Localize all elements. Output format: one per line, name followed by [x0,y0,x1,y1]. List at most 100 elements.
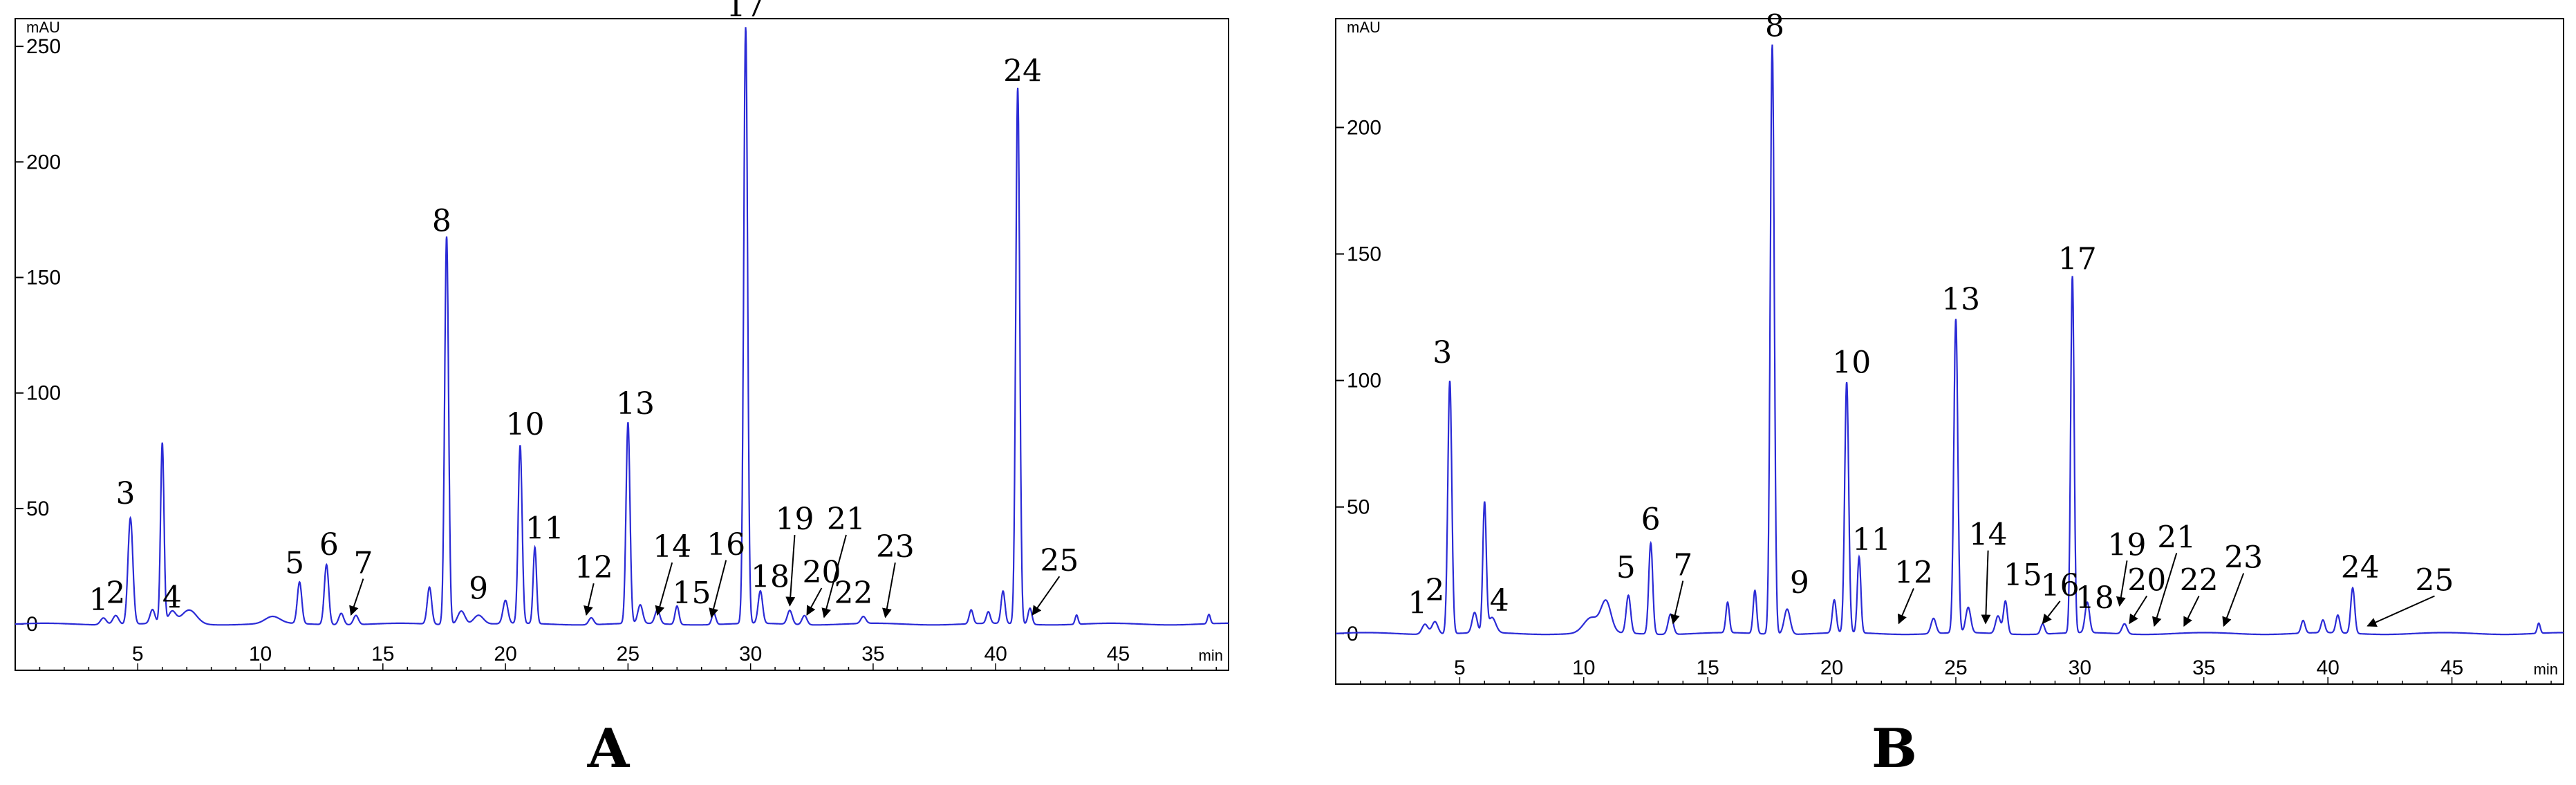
peak-label-15: 15 [2004,558,2042,593]
peak-label-24: 24 [1003,53,1042,88]
peak-label-22: 22 [834,576,873,611]
peak-label-7: 7 [1673,548,1692,583]
y-axis-unit: mAU [26,19,60,36]
x-tick-label: 20 [1820,656,1843,679]
peak-label-7: 7 [353,546,373,581]
x-tick-label: 10 [1572,656,1595,679]
peak-label-22: 22 [2180,563,2219,598]
peak-label-20: 20 [802,555,841,590]
peak-arrow-14 [655,562,673,616]
x-tick-label: 35 [2192,656,2215,679]
peak-label-25: 25 [2415,563,2454,598]
chromatogram-trace [1336,44,2564,636]
y-tick-label: 150 [26,267,61,290]
peak-label-24: 24 [2341,550,2380,585]
peak-arrow-7 [1670,580,1684,625]
peak-arrow-21 [821,534,847,618]
x-tick-label: 45 [2440,656,2463,679]
peak-arrow-12 [584,583,595,616]
y-axis-unit: mAU [1347,19,1381,36]
chromatogram-trace [15,27,1229,626]
peak-label-21: 21 [827,502,866,537]
peak-arrow-7 [349,578,364,616]
peak-arrow-23 [881,562,896,618]
peak-label-16: 16 [2041,568,2080,603]
peak-label-17: 17 [727,0,765,24]
peak-arrow-21 [2152,552,2178,627]
peak-arrow-14 [1981,550,1991,625]
peak-label-2: 2 [1426,573,1445,608]
peak-label-11: 11 [525,511,564,546]
x-tick-label: 25 [617,643,640,665]
peak-arrow-23 [2222,573,2245,627]
y-tick-label: 50 [1347,496,1370,519]
y-tick-label: 50 [26,498,49,520]
peak-arrow-20 [806,587,823,616]
peak-label-23: 23 [2224,540,2263,576]
plot-frame [1335,18,2564,685]
peak-label-3: 3 [116,476,136,511]
peak-label-1: 1 [89,583,109,618]
plot-frame [15,18,1229,671]
peak-arrow-22 [2183,596,2200,627]
peak-label-21: 21 [2157,520,2196,555]
peak-label-16: 16 [707,527,745,562]
y-tick-label: 250 [26,35,61,58]
peak-label-8: 8 [432,204,451,239]
x-tick-label: 35 [861,643,884,665]
peak-label-11: 11 [1852,522,1891,558]
peak-label-3: 3 [1432,335,1452,370]
x-tick-label: 30 [739,643,762,665]
peak-label-18: 18 [751,560,790,595]
x-tick-label: 15 [1696,656,1719,679]
panel-label-a: A [587,717,631,780]
peak-label-19: 19 [2108,527,2147,562]
x-axis-unit: min [1199,647,1223,664]
y-tick-label: 200 [26,151,61,173]
peak-label-17: 17 [2058,241,2097,276]
x-tick-label: 30 [2069,656,2091,679]
y-tick-label: 200 [1347,116,1381,139]
peak-label-13: 13 [1941,282,1980,317]
peak-arrow-12 [1897,588,1914,625]
x-axis-unit: min [2534,661,2558,678]
x-tick-label: 5 [132,643,144,665]
peak-label-25: 25 [1040,543,1079,578]
peak-label-1: 1 [1408,585,1427,621]
x-tick-label: 15 [371,643,394,665]
peak-label-9: 9 [469,571,488,606]
peak-label-18: 18 [2075,580,2114,616]
x-tick-label: 10 [249,643,272,665]
peak-arrow-20 [2129,595,2148,625]
peak-label-15: 15 [673,576,711,611]
peak-arrow-19 [2116,560,2128,607]
peak-arrow-16 [2042,600,2061,625]
peak-label-14: 14 [653,529,691,565]
x-tick-label: 45 [1107,643,1130,665]
peak-label-6: 6 [319,527,339,562]
y-tick-label: 0 [1347,623,1359,645]
y-tick-label: 150 [1347,243,1381,266]
panel-label-b: B [1872,717,1917,780]
peak-label-5: 5 [1616,550,1636,585]
peak-arrow-19 [785,534,796,607]
peak-label-4: 4 [162,580,182,616]
y-tick-label: 0 [26,613,38,636]
peak-label-2: 2 [106,576,125,611]
x-tick-label: 40 [984,643,1007,665]
peak-arrow-25 [1032,576,1061,616]
peak-label-10: 10 [505,407,544,442]
peak-label-13: 13 [616,386,655,422]
peak-label-14: 14 [1969,518,2008,553]
peak-arrow-16 [709,560,727,618]
peak-label-8: 8 [1765,9,1784,44]
peak-label-12: 12 [575,550,613,585]
peak-arrow-25 [2367,595,2435,627]
peak-label-10: 10 [1832,346,1871,381]
x-tick-label: 25 [1944,656,1967,679]
peak-label-23: 23 [876,529,915,565]
x-tick-label: 40 [2316,656,2339,679]
chromatogram-panel-b: 0 50 100 150 200 mAU 5 10 15 20 25 30 35 40 45 min 1 2 3 4 5… [1314,0,2576,785]
